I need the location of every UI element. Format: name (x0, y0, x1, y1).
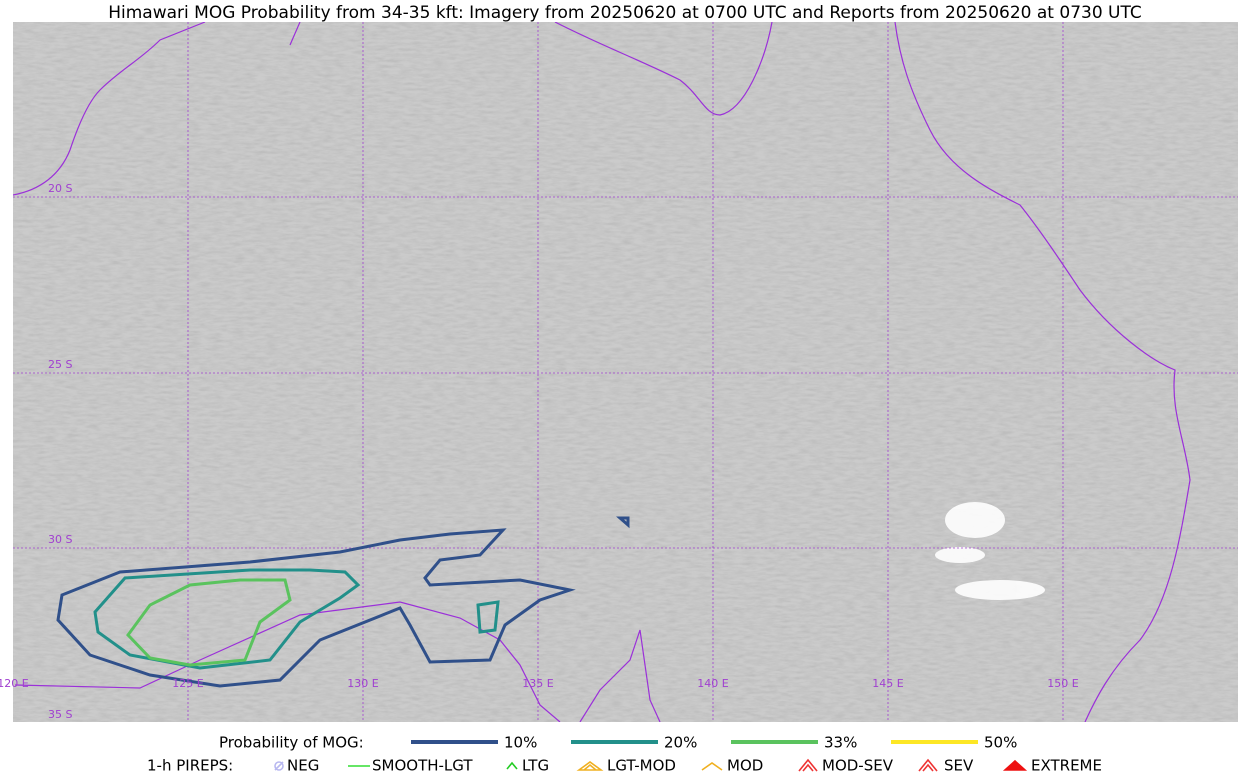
pirep-icon (1002, 759, 1028, 771)
longitude-label: 145 E (872, 677, 903, 690)
longitude-label: 150 E (1047, 677, 1078, 690)
longitude-label: 125 E (172, 677, 203, 690)
pirep-icon (506, 761, 518, 770)
legend-label: NEG (287, 757, 319, 775)
longitude-label: 120 E (0, 677, 29, 690)
latitude-label: 25 S (48, 358, 72, 371)
imagery-texture (13, 22, 1238, 722)
pirep-icon (918, 758, 938, 772)
legend-label: EXTREME (1031, 757, 1102, 775)
legend-label: SEV (944, 757, 974, 775)
pirep-icon (274, 761, 284, 771)
graticule (13, 22, 1238, 722)
legend-title: Probability of MOG: (219, 734, 364, 752)
longitude-label: 135 E (522, 677, 553, 690)
map (13, 22, 1238, 722)
latitude-label: 20 S (48, 182, 72, 195)
legend-label: LGT-MOD (607, 757, 676, 775)
latitude-label: 35 S (48, 708, 72, 721)
legend-label: MOD-SEV (822, 757, 894, 775)
title: Himawari MOG Probability from 34-35 kft:… (108, 3, 1142, 23)
coastlines (13, 22, 1191, 722)
pirep-icon (576, 761, 604, 771)
latitude-label: 30 S (48, 533, 72, 546)
mog-contours (56, 516, 630, 688)
legend-label: 20% (664, 734, 697, 752)
pirep-icon (701, 762, 723, 771)
longitude-label: 130 E (347, 677, 378, 690)
legend-title: 1-h PIREPS: (147, 757, 233, 775)
legend-label: MOD (727, 757, 763, 775)
legend-label: 50% (984, 734, 1017, 752)
legend-label: 33% (824, 734, 857, 752)
cloud-cluster (935, 502, 1045, 600)
legend-label: SMOOTH-LGT (372, 757, 473, 775)
legend-label: 10% (504, 734, 537, 752)
longitude-label: 140 E (697, 677, 728, 690)
pirep-icon (798, 758, 818, 772)
legend-label: LTG (522, 757, 549, 775)
